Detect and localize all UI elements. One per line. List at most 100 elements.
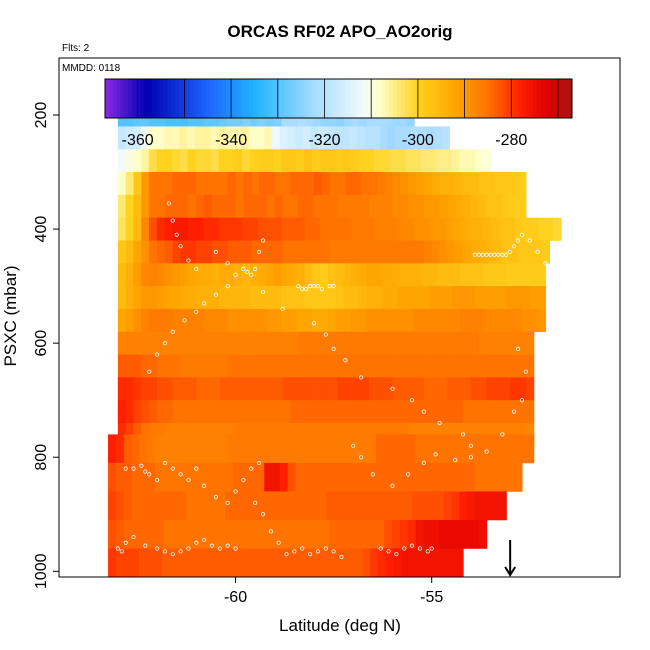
heatmap-cell: [337, 377, 346, 401]
heatmap-cell: [234, 308, 243, 333]
heatmap-cell: [115, 519, 125, 549]
heatmap-cell: [443, 149, 453, 173]
sample-points: [115, 98, 560, 560]
colorbar-segment: [513, 79, 519, 118]
heatmap-cell: [201, 491, 211, 521]
heatmap-cell: [254, 548, 264, 578]
heatmap-cell: [108, 548, 117, 578]
heatmap-cell: [374, 217, 383, 241]
sample-point: [304, 286, 309, 292]
heatmap-cell: [396, 462, 406, 492]
heatmap-cell: [353, 377, 362, 401]
heatmap-cell: [149, 331, 158, 355]
heatmap-cell: [164, 400, 174, 424]
heatmap-cell: [203, 149, 212, 173]
heatmap-cell: [392, 194, 401, 218]
heatmap-cell: [408, 400, 417, 424]
heatmap-cell: [115, 462, 125, 492]
sample-point: [307, 284, 313, 289]
heatmap-cell: [510, 172, 519, 196]
heatmap-cell: [148, 149, 158, 173]
heatmap-cell: [518, 400, 527, 424]
plot-frame: [58, 57, 621, 578]
heatmap-cell: [467, 491, 476, 521]
heatmap-cell: [148, 308, 158, 333]
heatmap-cell: [180, 377, 190, 401]
heatmap-cell: [273, 217, 282, 241]
colorbar-segment: [377, 79, 382, 118]
heatmap-cell: [296, 149, 305, 173]
heatmap-cell: [311, 491, 320, 521]
heatmap-cell: [418, 126, 427, 150]
colorbar-tick-label: -280: [495, 132, 527, 149]
sample-point: [406, 472, 411, 477]
heatmap-cell: [459, 286, 469, 310]
heatmap-cell: [525, 400, 535, 424]
colorbar-segment: [182, 79, 188, 118]
heatmap-cell: [202, 519, 212, 549]
colorbar-segment: [369, 79, 375, 118]
heatmap-cell: [494, 331, 503, 355]
heatmap-cell: [374, 263, 383, 287]
sample-point: [170, 552, 175, 557]
heatmap-cell: [242, 519, 251, 549]
heatmap-cell: [218, 126, 227, 150]
heatmap-cell: [396, 491, 406, 521]
heatmap-cell: [138, 548, 148, 578]
heatmap-cell: [147, 491, 156, 521]
sample-point: [519, 398, 525, 403]
heatmap-cell: [321, 194, 331, 218]
heatmap-cell: [212, 377, 221, 401]
heatmap-cell: [162, 491, 172, 521]
heatmap-cell: [470, 377, 480, 401]
heatmap-cell: [257, 286, 267, 310]
heatmap-cell: [510, 194, 519, 218]
heatmap-cell: [423, 519, 433, 549]
sample-point: [323, 332, 328, 337]
heatmap-cell: [463, 240, 472, 264]
colorbar-segment: [412, 79, 417, 118]
heatmap-cell: [250, 286, 259, 310]
heatmap-cell: [324, 548, 333, 578]
heatmap-cell: [196, 354, 205, 378]
heatmap-cell: [125, 217, 135, 241]
heatmap-cell: [467, 263, 477, 287]
heatmap-cell: [478, 377, 488, 401]
heatmap-cell: [219, 354, 229, 378]
sample-point: [245, 269, 250, 274]
heatmap-cell: [444, 217, 453, 241]
heatmap-cell: [147, 434, 156, 464]
colorbar-segment: [354, 79, 359, 118]
heatmap-cell: [289, 434, 298, 464]
heatmap-cell: [243, 354, 252, 378]
heatmap-cell: [157, 400, 166, 424]
heatmap-cell: [125, 286, 134, 310]
heatmap-cell: [482, 491, 492, 521]
heatmap-cell: [397, 149, 406, 173]
sample-point: [194, 540, 199, 545]
heatmap-cell: [518, 194, 527, 218]
heatmap-cell: [478, 194, 488, 218]
heatmap-cell: [304, 308, 313, 333]
heatmap-cell: [316, 548, 325, 578]
heatmap-cell: [290, 240, 299, 264]
colorbar-segment: [529, 79, 534, 118]
sample-point: [500, 432, 505, 437]
heatmap-cell: [361, 354, 370, 378]
heatmap-cell: [282, 400, 292, 424]
heatmap-cell: [211, 286, 220, 310]
heatmap-cell: [444, 308, 453, 333]
heatmap-cell: [187, 126, 196, 150]
sample-point: [496, 252, 501, 257]
sample-point: [253, 500, 258, 505]
heatmap-cell: [329, 240, 339, 264]
sample-point: [154, 352, 160, 357]
heatmap-cell: [486, 377, 496, 401]
heatmap-cell: [123, 434, 133, 464]
sample-point: [154, 546, 160, 551]
heatmap-cell: [172, 240, 182, 264]
heatmap-cell: [133, 286, 142, 310]
heatmap-cell: [180, 400, 190, 424]
sample-point: [268, 529, 273, 534]
heatmap-cell: [212, 400, 221, 424]
